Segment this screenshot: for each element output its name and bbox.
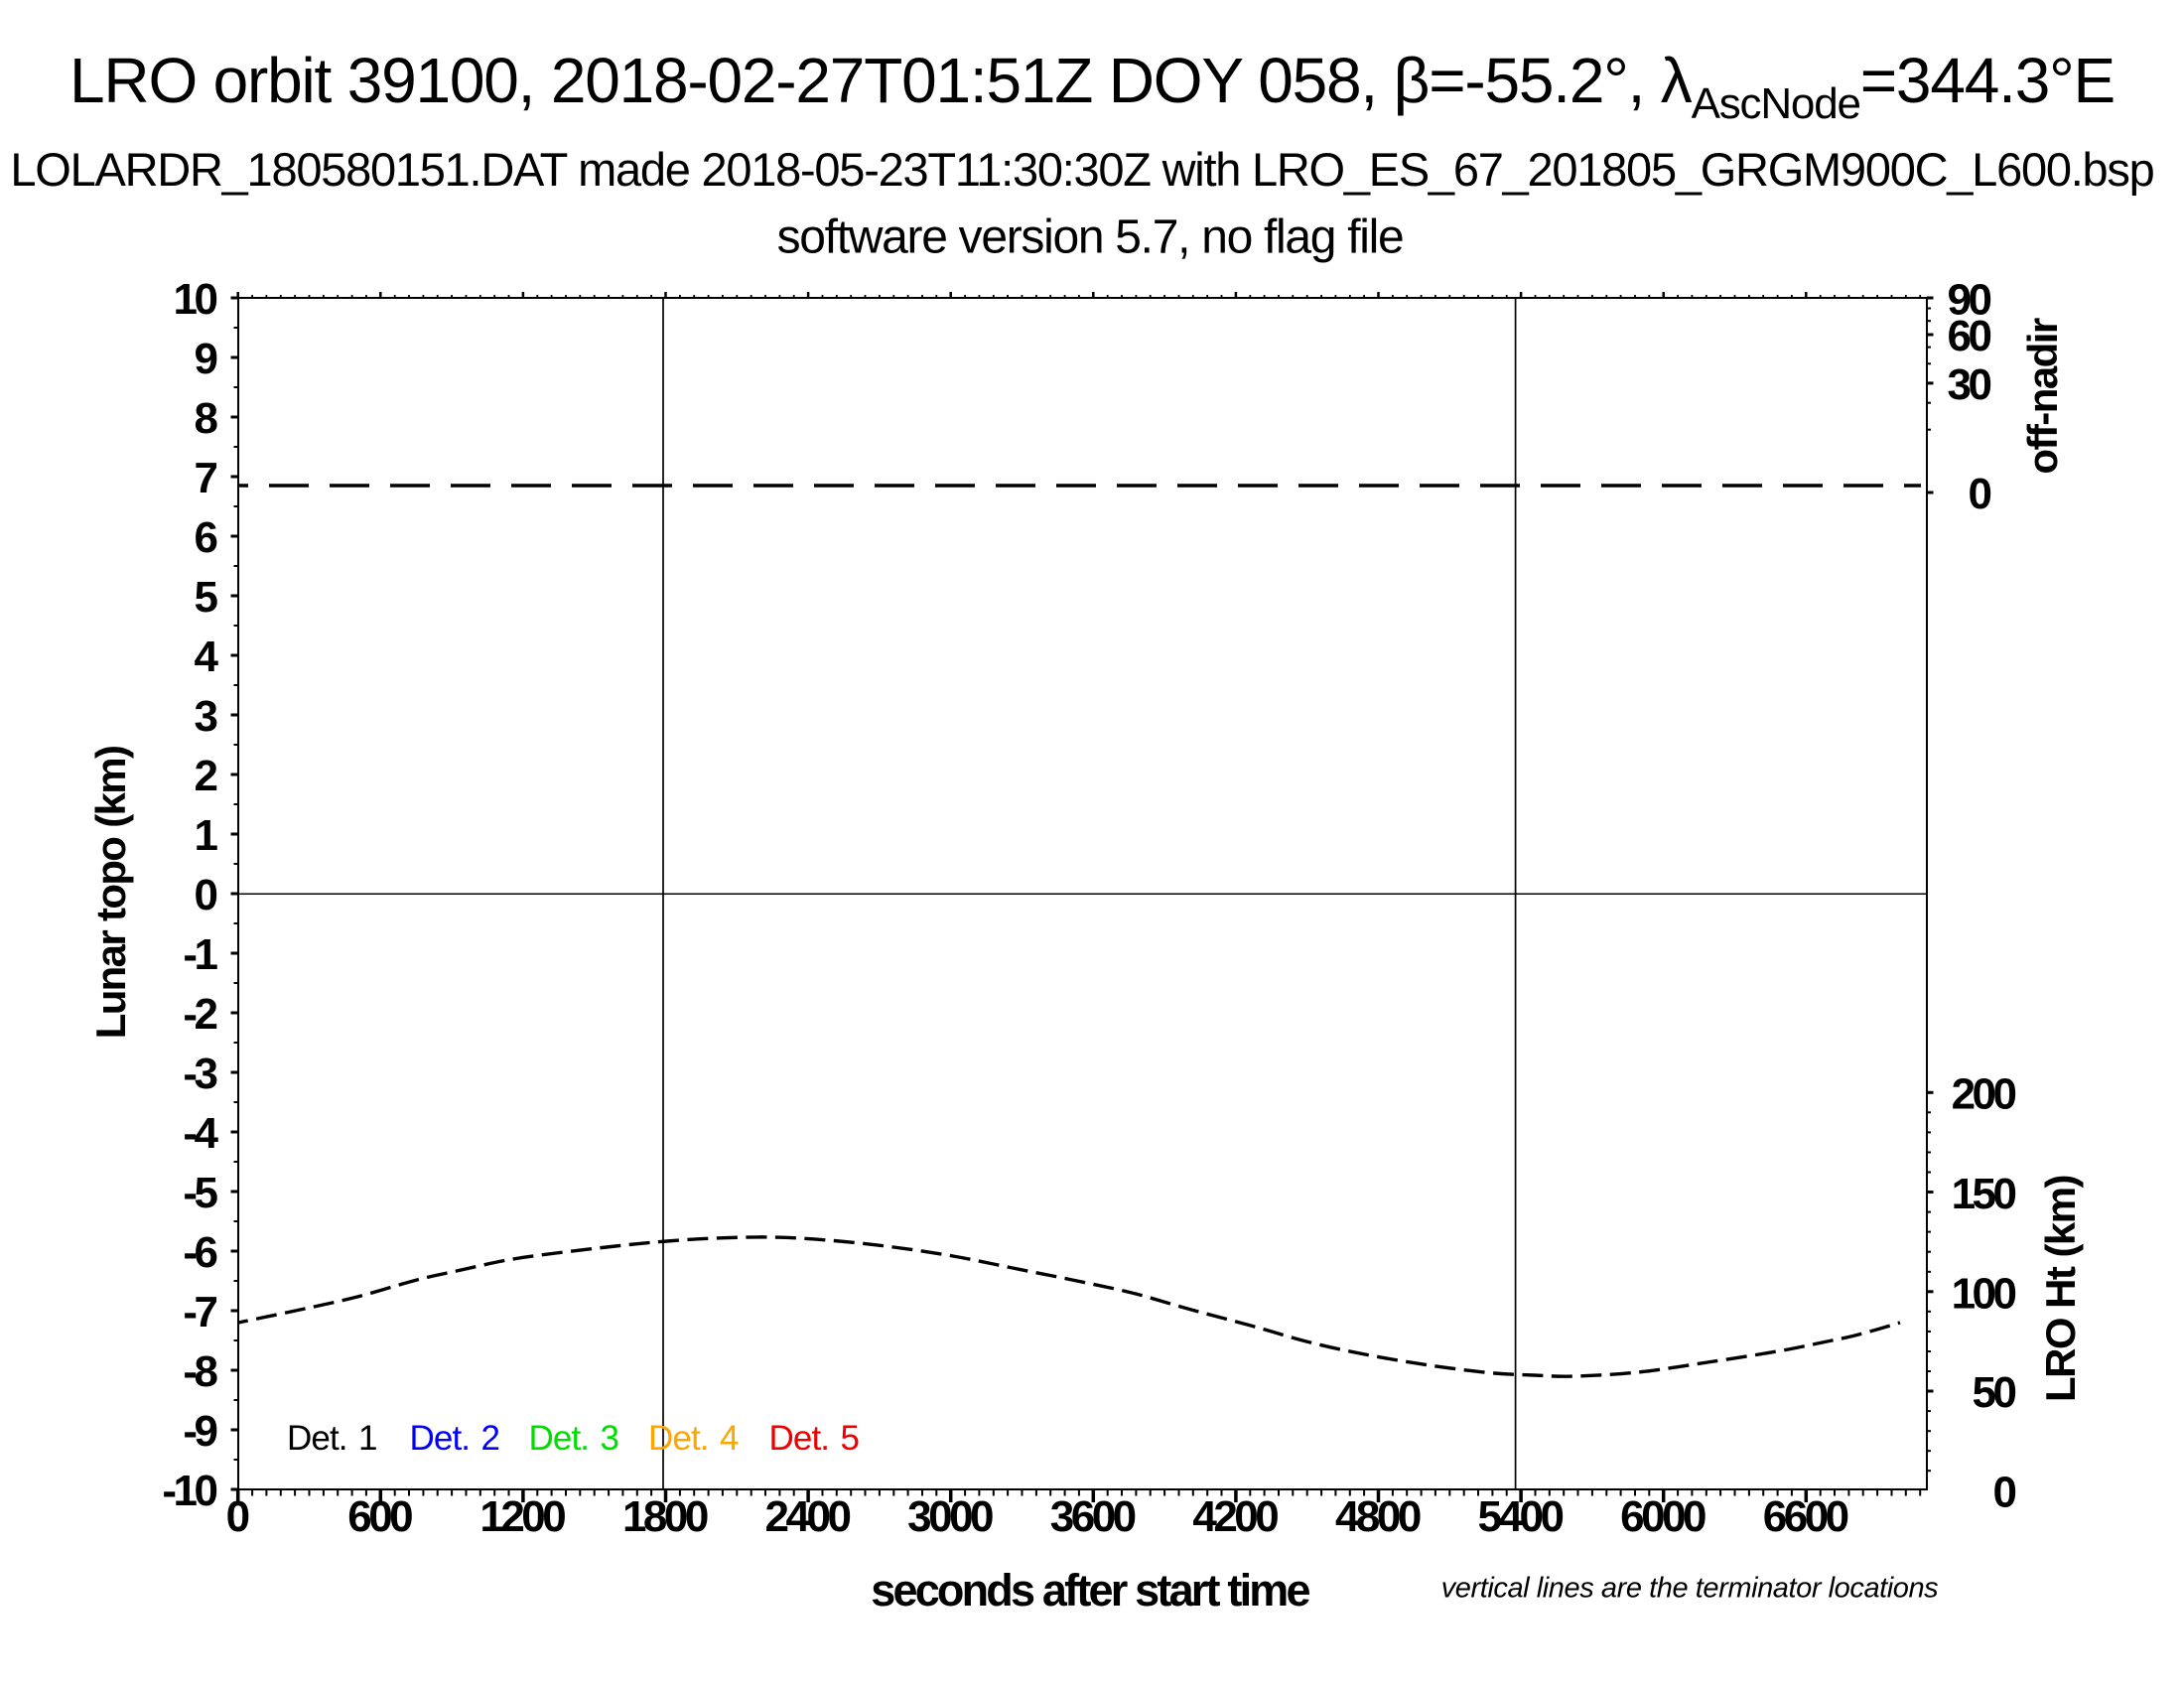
svg-text:6000: 6000 [1620,1492,1706,1541]
svg-text:7: 7 [195,454,217,502]
svg-text:600: 600 [347,1492,412,1541]
svg-text:Det. 2: Det. 2 [410,1419,500,1458]
svg-text:1800: 1800 [622,1492,708,1541]
svg-text:-5: -5 [183,1169,217,1217]
svg-text:2: 2 [195,752,217,800]
svg-text:Det. 1: Det. 1 [287,1419,377,1458]
svg-text:60: 60 [1948,312,1991,360]
svg-text:200: 200 [1952,1069,2016,1118]
svg-text:0: 0 [226,1492,249,1541]
svg-text:-4: -4 [183,1109,218,1158]
svg-text:3600: 3600 [1050,1492,1136,1541]
svg-text:seconds after start time: seconds after start time [871,1565,1309,1616]
svg-text:50: 50 [1973,1368,2016,1417]
svg-text:9: 9 [195,335,217,383]
svg-text:8: 8 [195,394,218,443]
svg-text:-3: -3 [183,1050,216,1098]
svg-text:6600: 6600 [1763,1492,1848,1541]
svg-text:4800: 4800 [1335,1492,1421,1541]
svg-text:5400: 5400 [1478,1492,1564,1541]
svg-text:-9: -9 [183,1407,216,1456]
svg-text:6: 6 [195,513,217,562]
svg-text:-1: -1 [183,930,217,979]
svg-text:off-nadir: off-nadir [2019,318,2066,474]
svg-text:3000: 3000 [907,1492,993,1541]
svg-text:10: 10 [174,275,217,324]
svg-text:LRO Ht (km): LRO Ht (km) [2037,1176,2084,1402]
svg-text:-7: -7 [183,1288,216,1336]
svg-text:-10: -10 [162,1467,216,1515]
svg-text:4200: 4200 [1192,1492,1278,1541]
svg-text:30: 30 [1948,360,1991,409]
svg-text:3: 3 [195,692,217,741]
svg-text:0: 0 [195,871,217,919]
svg-text:1: 1 [195,811,218,860]
svg-text:0: 0 [1993,1468,2016,1516]
svg-text:-6: -6 [183,1228,216,1277]
svg-text:LOLARDR_180580151.DAT made 201: LOLARDR_180580151.DAT made 2018-05-23T11… [10,143,2153,196]
svg-text:0: 0 [1969,470,1991,518]
svg-text:5: 5 [195,573,218,622]
svg-text:-2: -2 [183,990,216,1039]
svg-text:software version 5.7, no flag: software version 5.7, no flag file [777,211,1404,264]
svg-text:1200: 1200 [479,1492,565,1541]
svg-text:90: 90 [1948,276,1991,325]
svg-text:2400: 2400 [765,1492,851,1541]
svg-text:Det. 5: Det. 5 [769,1419,860,1458]
svg-text:Det. 3: Det. 3 [529,1419,619,1458]
svg-text:Lunar topo (km): Lunar topo (km) [87,747,134,1040]
svg-text:vertical lines are the termina: vertical lines are the terminator locati… [1441,1573,1939,1605]
svg-text:Det. 4: Det. 4 [648,1419,739,1458]
svg-text:150: 150 [1952,1170,2016,1218]
svg-text:100: 100 [1952,1269,2016,1318]
svg-text:-8: -8 [183,1347,217,1396]
